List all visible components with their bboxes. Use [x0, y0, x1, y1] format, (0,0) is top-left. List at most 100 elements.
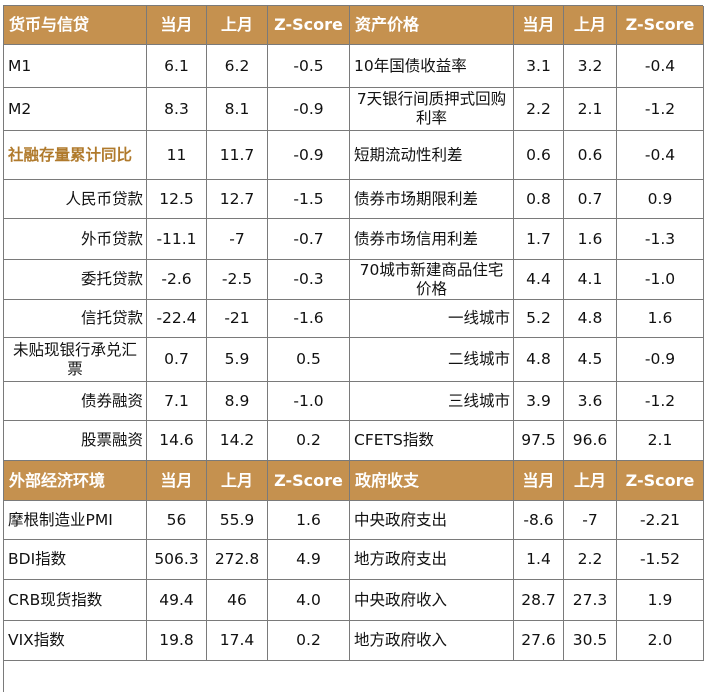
current-value: -22.4 — [147, 300, 207, 338]
row-label: 10年国债收益率 — [350, 45, 514, 88]
previous-value: 27.3 — [564, 580, 617, 621]
row-label: 二线城市 — [350, 338, 514, 382]
header-money-credit: 货币与信贷 — [4, 6, 147, 45]
previous-value: 6.2 — [207, 45, 268, 88]
macro-indicator-table: 货币与信贷 当月 上月 Z-Score 资产价格 当月 上月 Z-Score M… — [3, 5, 704, 692]
previous-value: -2.5 — [207, 260, 268, 300]
current-value: 0.7 — [147, 338, 207, 382]
row-label: M1 — [4, 45, 147, 88]
z-score-value: 0.2 — [268, 621, 350, 661]
z-score-value: -1.5 — [268, 180, 350, 219]
previous-value: 12.7 — [207, 180, 268, 219]
current-value: 0.6 — [514, 131, 564, 180]
previous-value: 2.1 — [564, 88, 617, 131]
previous-value: 55.9 — [207, 501, 268, 540]
previous-value: 46 — [207, 580, 268, 621]
row-label: BDI指数 — [4, 540, 147, 580]
row-label: 股票融资 — [4, 421, 147, 461]
current-value: 14.6 — [147, 421, 207, 461]
row-label-highlight: 社融存量累计同比 — [4, 131, 147, 180]
previous-value: 3.2 — [564, 45, 617, 88]
z-score-value: -1.6 — [268, 300, 350, 338]
previous-value: 11.7 — [207, 131, 268, 180]
previous-value: -21 — [207, 300, 268, 338]
z-score-value: -1.2 — [617, 382, 704, 421]
previous-value: 4.5 — [564, 338, 617, 382]
header-z-score: Z-Score — [268, 461, 350, 501]
z-score-value: -0.4 — [617, 45, 704, 88]
header-z-score: Z-Score — [617, 461, 704, 501]
z-score-value: -1.52 — [617, 540, 704, 580]
row-label: 短期流动性利差 — [350, 131, 514, 180]
current-value: 7.1 — [147, 382, 207, 421]
z-score-value: -1.0 — [268, 382, 350, 421]
current-value: 12.5 — [147, 180, 207, 219]
current-value: 3.9 — [514, 382, 564, 421]
row-label: 7天银行间质押式回购利率 — [350, 88, 514, 131]
previous-value: 1.6 — [564, 219, 617, 260]
header-z-score: Z-Score — [617, 6, 704, 45]
header-previous-month: 上月 — [207, 461, 268, 501]
current-value: -2.6 — [147, 260, 207, 300]
z-score-value: 0.2 — [268, 421, 350, 461]
header-current-month: 当月 — [514, 461, 564, 501]
current-value: 27.6 — [514, 621, 564, 661]
header-current-month: 当月 — [147, 6, 207, 45]
previous-value: 0.7 — [564, 180, 617, 219]
current-value: 4.4 — [514, 260, 564, 300]
row-label: 信托贷款 — [4, 300, 147, 338]
row-label: 债券市场信用利差 — [350, 219, 514, 260]
current-value: -11.1 — [147, 219, 207, 260]
current-value: 97.5 — [514, 421, 564, 461]
row-label: 债券融资 — [4, 382, 147, 421]
z-score-value: -2.21 — [617, 501, 704, 540]
current-value: 5.2 — [514, 300, 564, 338]
previous-value: 4.8 — [564, 300, 617, 338]
previous-value: 96.6 — [564, 421, 617, 461]
z-score-value: -1.3 — [617, 219, 704, 260]
current-value: 8.3 — [147, 88, 207, 131]
current-value: -8.6 — [514, 501, 564, 540]
previous-value: 4.1 — [564, 260, 617, 300]
current-value: 506.3 — [147, 540, 207, 580]
row-label: 债券市场期限利差 — [350, 180, 514, 219]
z-score-value: -0.7 — [268, 219, 350, 260]
z-score-value: 1.6 — [617, 300, 704, 338]
current-value: 49.4 — [147, 580, 207, 621]
row-label: 70城市新建商品住宅价格 — [350, 260, 514, 300]
header-previous-month: 上月 — [207, 6, 268, 45]
z-score-value: 4.0 — [268, 580, 350, 621]
current-value: 19.8 — [147, 621, 207, 661]
current-value: 6.1 — [147, 45, 207, 88]
z-score-value: -0.5 — [268, 45, 350, 88]
header-previous-month: 上月 — [564, 461, 617, 501]
row-label: 中央政府支出 — [350, 501, 514, 540]
current-value: 1.4 — [514, 540, 564, 580]
row-label: 一线城市 — [350, 300, 514, 338]
z-score-value: 2.1 — [617, 421, 704, 461]
z-score-value: -0.9 — [268, 88, 350, 131]
previous-value: 14.2 — [207, 421, 268, 461]
row-label: M2 — [4, 88, 147, 131]
previous-value: 8.9 — [207, 382, 268, 421]
header-previous-month: 上月 — [564, 6, 617, 45]
header-asset-prices: 资产价格 — [350, 6, 514, 45]
previous-value: -7 — [564, 501, 617, 540]
previous-value: 3.6 — [564, 382, 617, 421]
z-score-value: 0.9 — [617, 180, 704, 219]
row-label: 地方政府收入 — [350, 621, 514, 661]
current-value: 56 — [147, 501, 207, 540]
row-label: 外币贷款 — [4, 219, 147, 260]
header-external-economy: 外部经济环境 — [4, 461, 147, 501]
row-label: CRB现货指数 — [4, 580, 147, 621]
z-score-value: -1.0 — [617, 260, 704, 300]
previous-value: 272.8 — [207, 540, 268, 580]
header-current-month: 当月 — [514, 6, 564, 45]
z-score-value: 2.0 — [617, 621, 704, 661]
previous-value: 0.6 — [564, 131, 617, 180]
z-score-value: 1.9 — [617, 580, 704, 621]
current-value: 4.8 — [514, 338, 564, 382]
row-label: 委托贷款 — [4, 260, 147, 300]
z-score-value: 1.6 — [268, 501, 350, 540]
current-value: 0.8 — [514, 180, 564, 219]
